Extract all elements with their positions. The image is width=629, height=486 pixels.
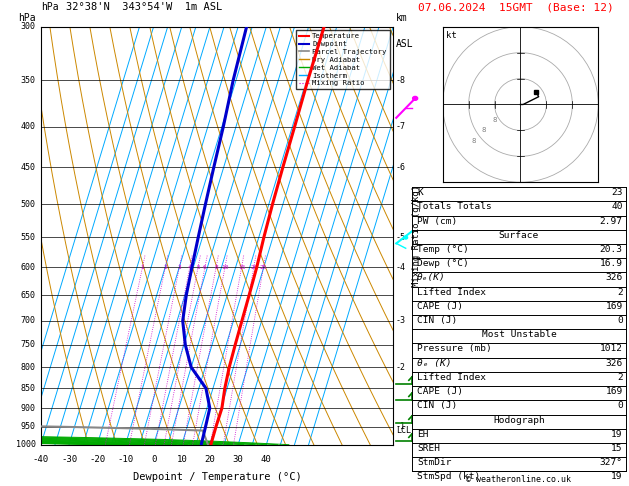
Text: hPa: hPa [41,2,58,12]
Text: 400: 400 [21,122,36,131]
Text: 550: 550 [21,233,36,242]
Text: 0: 0 [151,455,156,464]
Text: 850: 850 [21,384,36,393]
Text: 23: 23 [611,188,623,197]
Text: Temp (°C): Temp (°C) [417,245,469,254]
Text: Dewpoint / Temperature (°C): Dewpoint / Temperature (°C) [133,472,301,482]
Text: 2: 2 [617,373,623,382]
Text: 327°: 327° [599,458,623,467]
Text: 8: 8 [493,117,497,123]
Text: -7: -7 [396,122,406,131]
Text: 20: 20 [204,455,215,464]
Text: 40: 40 [611,202,623,211]
Text: SREH: SREH [417,444,440,453]
Text: 169: 169 [606,387,623,396]
Text: 15: 15 [611,444,623,453]
Text: 19: 19 [611,430,623,439]
Text: 450: 450 [21,163,36,172]
Text: Dewp (°C): Dewp (°C) [417,259,469,268]
Text: 3: 3 [177,265,181,270]
Text: 19: 19 [611,472,623,482]
Text: 25: 25 [260,265,267,270]
Text: 750: 750 [21,340,36,349]
Text: 07.06.2024  15GMT  (Base: 12): 07.06.2024 15GMT (Base: 12) [418,2,614,12]
Text: -1: -1 [396,422,406,432]
Text: PW (cm): PW (cm) [417,217,457,226]
Text: 700: 700 [21,316,36,325]
Text: 8: 8 [482,127,486,134]
Text: K: K [417,188,423,197]
Text: 30: 30 [233,455,243,464]
Text: 800: 800 [21,363,36,372]
Text: EH: EH [417,430,428,439]
Text: ASL: ASL [396,39,414,49]
Text: Lifted Index: Lifted Index [417,288,486,296]
Text: 900: 900 [21,403,36,413]
Text: -8: -8 [396,76,406,85]
Text: StmSpd (kt): StmSpd (kt) [417,472,481,482]
Text: 20.3: 20.3 [599,245,623,254]
Text: θₑ(K): θₑ(K) [417,273,446,282]
Text: 1012: 1012 [599,345,623,353]
Text: 10: 10 [176,455,187,464]
Text: -30: -30 [61,455,77,464]
Text: 0: 0 [617,316,623,325]
Text: 2.97: 2.97 [599,217,623,226]
Text: 1: 1 [140,265,144,270]
Text: 8: 8 [472,138,476,144]
Text: 4: 4 [188,265,192,270]
Text: 20: 20 [250,265,257,270]
Text: Surface: Surface [499,231,539,240]
Text: 169: 169 [606,302,623,311]
Text: -5: -5 [396,233,406,242]
Text: -6: -6 [396,163,406,172]
Text: 2: 2 [617,288,623,296]
Text: 2: 2 [164,265,167,270]
Text: 32°38'N  343°54'W  1m ASL: 32°38'N 343°54'W 1m ASL [66,2,222,12]
Text: -20: -20 [89,455,105,464]
Text: 16.9: 16.9 [599,259,623,268]
Text: 10: 10 [221,265,229,270]
Text: Mixing Ratio (g/kg): Mixing Ratio (g/kg) [411,185,421,287]
Text: LCL: LCL [396,426,411,435]
Text: -10: -10 [118,455,133,464]
Text: 15: 15 [238,265,245,270]
Text: Hodograph: Hodograph [493,416,545,425]
Text: CIN (J): CIN (J) [417,401,457,410]
Text: Totals Totals: Totals Totals [417,202,492,211]
Text: 5: 5 [196,265,200,270]
Text: -4: -4 [396,263,406,272]
Legend: Temperature, Dewpoint, Parcel Trajectory, Dry Adiabat, Wet Adiabat, Isotherm, Mi: Temperature, Dewpoint, Parcel Trajectory… [296,30,389,89]
Text: 500: 500 [21,200,36,208]
Text: StmDir: StmDir [417,458,452,467]
Text: 1000: 1000 [16,440,36,449]
Text: 8: 8 [214,265,218,270]
Text: θₑ (K): θₑ (K) [417,359,452,368]
Text: -2: -2 [396,363,406,372]
Text: -40: -40 [33,455,49,464]
Text: 600: 600 [21,263,36,272]
Text: 326: 326 [606,273,623,282]
Text: CIN (J): CIN (J) [417,316,457,325]
Text: Most Unstable: Most Unstable [482,330,556,339]
Text: Pressure (mb): Pressure (mb) [417,345,492,353]
Text: -3: -3 [396,316,406,325]
Text: 350: 350 [21,76,36,85]
Text: CAPE (J): CAPE (J) [417,302,463,311]
Text: 326: 326 [606,359,623,368]
Text: km: km [396,13,408,22]
Text: 300: 300 [21,22,36,31]
Text: 650: 650 [21,291,36,300]
Text: 950: 950 [21,422,36,432]
Text: 6: 6 [203,265,207,270]
Text: © weatheronline.co.uk: © weatheronline.co.uk [467,474,571,484]
Text: hPa: hPa [18,13,36,22]
Text: Lifted Index: Lifted Index [417,373,486,382]
Text: CAPE (J): CAPE (J) [417,387,463,396]
Text: 0: 0 [617,401,623,410]
Text: kt: kt [446,32,457,40]
Text: 40: 40 [261,455,272,464]
